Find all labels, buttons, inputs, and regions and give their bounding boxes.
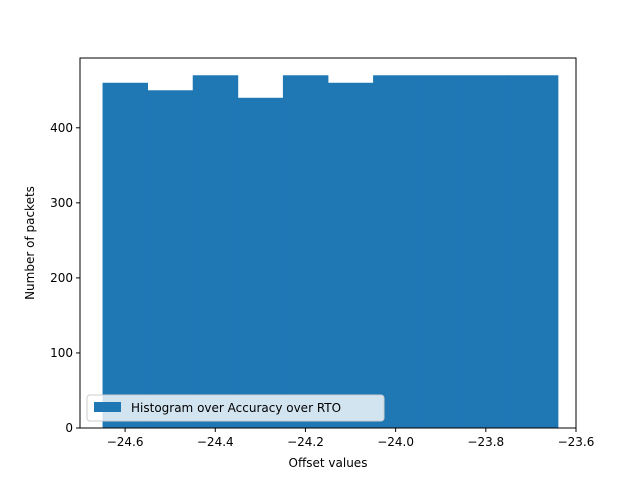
histogram-bar (282, 75, 329, 429)
legend-box (86, 394, 385, 422)
histogram-bar (463, 75, 509, 429)
x-tick-label: −24.2 (287, 435, 324, 449)
histogram-bar (102, 82, 149, 429)
y-tick-label: 200 (50, 271, 73, 285)
x-tick-label: −24.6 (107, 435, 144, 449)
plot-frame (79, 57, 577, 429)
y-tick-label: 300 (50, 196, 73, 210)
histogram-bar (237, 97, 284, 428)
x-tick-label: −23.8 (467, 435, 504, 449)
legend: Histogram over Accuracy over RTO (86, 394, 385, 422)
histogram-bars (102, 75, 559, 429)
x-tick-label: −24.0 (377, 435, 414, 449)
x-tick-label: −24.4 (197, 435, 234, 449)
y-tick-label: 100 (50, 346, 73, 360)
legend-swatch (94, 402, 121, 412)
histogram-bar (147, 90, 194, 429)
x-tick-label: −23.6 (558, 435, 595, 449)
y-tick-label: 0 (65, 421, 73, 435)
x-axis-label: Offset values (289, 456, 368, 470)
y-axis-label: Number of packets (23, 186, 37, 300)
histogram-bar (418, 75, 464, 429)
y-tick-label: 400 (50, 121, 73, 135)
histogram-bar (373, 75, 419, 429)
x-axis: −24.6 −24.4 −24.2 −24.0 −23.8 −23.6 (107, 428, 595, 449)
histogram-bar (328, 82, 374, 429)
histogram-bar (508, 75, 559, 429)
legend-label: Histogram over Accuracy over RTO (131, 401, 341, 415)
histogram-bar (192, 75, 239, 429)
y-axis: 0 100 200 300 400 (50, 121, 80, 435)
